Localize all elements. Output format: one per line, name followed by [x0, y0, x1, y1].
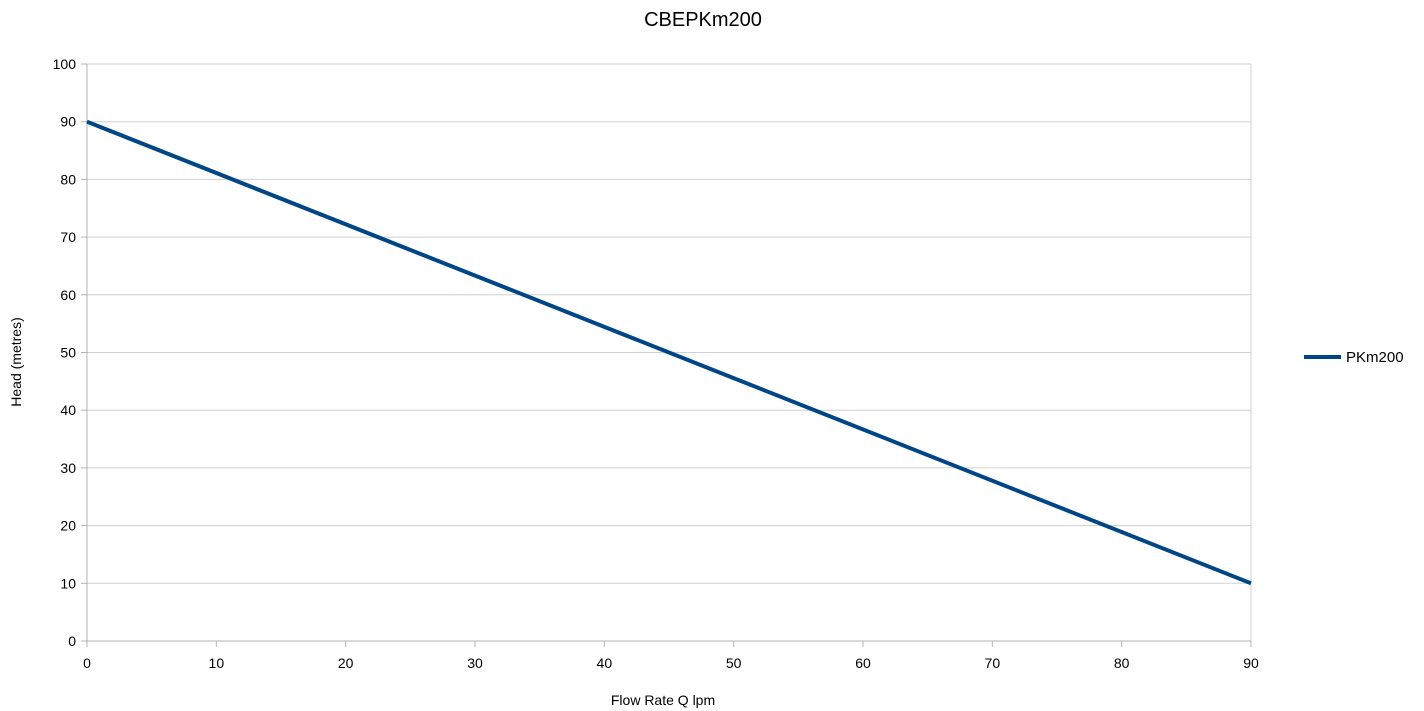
legend-label: PKm200	[1346, 349, 1404, 366]
tick-labels: 0 10 20 30 40 50 60 70 80 90 100 0 10 20 30 40 50 60 70 80 9…	[53, 56, 1259, 671]
chart-title: CBEPKm200	[644, 9, 762, 31]
legend: PKm200	[1304, 349, 1404, 366]
y-tick-label: 90	[60, 114, 76, 130]
x-tick-label: 10	[209, 655, 225, 671]
y-tick-label: 30	[60, 460, 76, 476]
y-tick-label: 70	[60, 229, 76, 245]
y-tick-label: 20	[60, 518, 76, 534]
y-tick-label: 10	[60, 575, 76, 591]
x-tick-label: 40	[597, 655, 613, 671]
x-tick-label: 20	[338, 655, 354, 671]
x-tick-label: 30	[467, 655, 483, 671]
y-tick-label: 80	[60, 171, 76, 187]
y-axis-label: Head (metres)	[8, 317, 24, 406]
x-tick-label: 70	[985, 655, 1001, 671]
x-tick-label: 80	[1114, 655, 1130, 671]
x-tick-label: 50	[726, 655, 742, 671]
y-tick-label: 40	[60, 402, 76, 418]
series-layer	[86, 119, 1252, 586]
y-tick-label: 50	[60, 345, 76, 361]
axes	[81, 63, 1252, 647]
y-tick-label: 60	[60, 287, 76, 303]
x-axis-label: Flow Rate Q lpm	[611, 692, 715, 708]
x-tick-label: 0	[83, 655, 91, 671]
y-tick-label: 100	[53, 56, 77, 72]
series-line-PKm200	[86, 119, 1252, 586]
y-tick-label: 0	[68, 633, 76, 649]
x-tick-label: 60	[855, 655, 871, 671]
x-tick-label: 90	[1243, 655, 1259, 671]
